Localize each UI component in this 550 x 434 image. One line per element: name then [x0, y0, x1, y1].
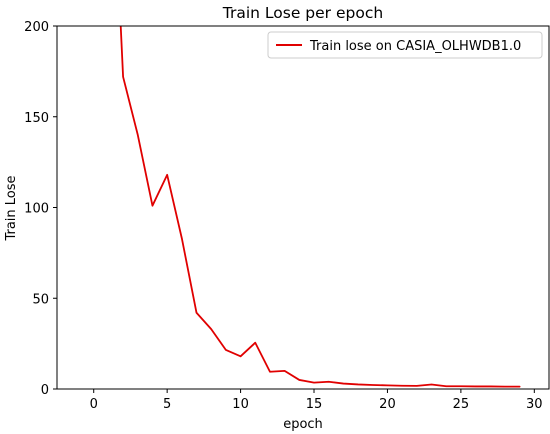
y-tick-label: 150: [24, 111, 49, 126]
legend-entry-label: Train lose on CASIA_OLHWDB1.0: [309, 39, 521, 54]
x-axis-label: epoch: [283, 417, 323, 432]
y-tick-label: 100: [24, 202, 49, 217]
legend-box: [267, 31, 543, 59]
y-tick-label: 0: [41, 383, 49, 398]
x-tick-label: 20: [379, 397, 396, 412]
x-tick-label: 30: [526, 397, 543, 412]
y-axis-label: Train Lose: [4, 175, 19, 241]
legend: Train lose on CASIA_OLHWDB1.0: [267, 31, 543, 59]
chart-title: Train Lose per epoch: [222, 4, 383, 22]
x-tick-label: 10: [232, 397, 249, 412]
x-tick-label: 15: [306, 397, 323, 412]
y-tick-label: 50: [32, 292, 49, 307]
x-tick-label: 0: [90, 397, 98, 412]
plot-area: [57, 26, 549, 389]
y-tick-label: 200: [24, 20, 49, 35]
x-tick-label: 25: [453, 397, 470, 412]
x-tick-label: 5: [163, 397, 171, 412]
